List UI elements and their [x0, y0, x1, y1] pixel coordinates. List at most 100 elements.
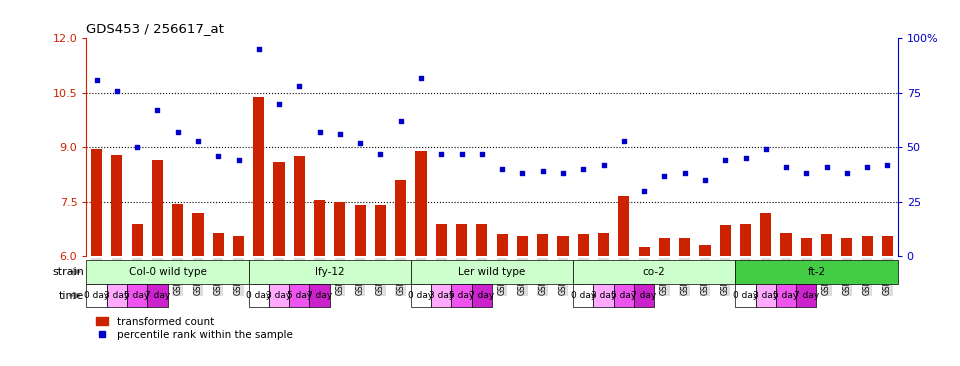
Bar	[516, 236, 528, 256]
Text: 3 day: 3 day	[267, 291, 292, 300]
Text: GSM8856: GSM8856	[680, 259, 689, 295]
Text: GSM8857: GSM8857	[701, 259, 709, 295]
Bar	[147, 284, 168, 307]
Text: GSM8841: GSM8841	[376, 259, 385, 295]
Text: GSM8851: GSM8851	[579, 259, 588, 295]
Bar	[613, 284, 634, 307]
Text: 0 day: 0 day	[408, 291, 434, 300]
Bar	[111, 154, 122, 256]
Text: GSM8847: GSM8847	[497, 259, 507, 295]
Bar	[213, 233, 224, 256]
Bar	[274, 162, 284, 256]
Text: GSM8865: GSM8865	[863, 259, 872, 295]
Text: GSM8828: GSM8828	[112, 259, 121, 295]
Text: GSM8827: GSM8827	[92, 259, 101, 295]
Text: 5 day: 5 day	[287, 291, 312, 300]
Bar	[573, 260, 735, 284]
Bar	[375, 205, 386, 256]
Point	[190, 138, 205, 144]
Point	[130, 144, 145, 150]
Text: GSM8855: GSM8855	[660, 259, 669, 295]
Bar	[309, 284, 330, 307]
Text: GSM8836: GSM8836	[275, 259, 283, 295]
Bar	[598, 233, 609, 256]
Point	[819, 164, 834, 170]
Text: GSM8829: GSM8829	[132, 259, 142, 295]
Text: GSM8838: GSM8838	[315, 259, 324, 295]
Point	[414, 75, 429, 81]
Point	[697, 177, 712, 183]
Bar	[172, 203, 183, 256]
Text: GSM8846: GSM8846	[477, 259, 487, 295]
Point	[252, 46, 267, 52]
Point	[717, 157, 732, 163]
Bar	[233, 236, 244, 256]
Text: GSM8843: GSM8843	[417, 259, 425, 295]
Text: GSM8848: GSM8848	[518, 259, 527, 295]
Text: 0 day: 0 day	[246, 291, 272, 300]
Bar	[269, 284, 289, 307]
Bar	[249, 284, 269, 307]
Bar	[578, 235, 588, 256]
Text: GSM8845: GSM8845	[457, 259, 467, 295]
Point	[515, 171, 530, 176]
Bar	[314, 200, 325, 256]
Point	[474, 151, 490, 157]
Text: GSM8842: GSM8842	[396, 259, 405, 295]
Point	[292, 83, 307, 89]
Bar	[396, 180, 406, 256]
Bar	[659, 238, 670, 256]
Point	[312, 129, 327, 135]
Point	[272, 101, 287, 107]
Bar	[776, 284, 796, 307]
Point	[596, 162, 612, 168]
Point	[859, 164, 875, 170]
Bar	[416, 151, 426, 256]
Point	[230, 157, 246, 163]
Text: GSM8844: GSM8844	[437, 259, 445, 295]
Bar	[862, 236, 873, 256]
Bar	[411, 260, 573, 284]
Bar	[618, 196, 630, 256]
Point	[352, 140, 368, 146]
Bar	[821, 235, 832, 256]
Bar	[801, 238, 812, 256]
Text: GSM8849: GSM8849	[539, 259, 547, 295]
Bar	[354, 205, 366, 256]
Legend: transformed count, percentile rank within the sample: transformed count, percentile rank withi…	[91, 313, 297, 344]
Bar	[593, 284, 613, 307]
Bar	[431, 284, 451, 307]
Text: ft-2: ft-2	[807, 267, 826, 277]
Point	[210, 153, 226, 159]
Point	[738, 155, 754, 161]
Point	[636, 188, 652, 194]
Bar	[86, 260, 249, 284]
Bar	[735, 284, 756, 307]
Point	[109, 88, 125, 94]
Text: lfy-12: lfy-12	[315, 267, 345, 277]
Point	[89, 77, 105, 83]
Text: GSM8862: GSM8862	[802, 259, 811, 295]
Text: GSM8858: GSM8858	[721, 259, 730, 295]
Point	[677, 171, 692, 176]
Bar	[411, 284, 431, 307]
Text: GSM8854: GSM8854	[639, 259, 649, 295]
Bar	[289, 284, 309, 307]
Bar	[796, 284, 816, 307]
Point	[494, 166, 510, 172]
Bar	[91, 149, 102, 256]
Text: GSM8866: GSM8866	[883, 259, 892, 295]
Bar	[192, 213, 204, 256]
Bar	[740, 224, 751, 256]
Point	[332, 131, 348, 137]
Bar	[558, 236, 568, 256]
Bar	[573, 284, 593, 307]
Bar	[679, 238, 690, 256]
Text: 3 day: 3 day	[754, 291, 779, 300]
Point	[393, 118, 408, 124]
Point	[657, 173, 672, 179]
Text: GSM8834: GSM8834	[234, 259, 243, 295]
Text: GSM8831: GSM8831	[173, 259, 182, 295]
Point	[758, 146, 774, 152]
Text: 7 day: 7 day	[794, 291, 819, 300]
